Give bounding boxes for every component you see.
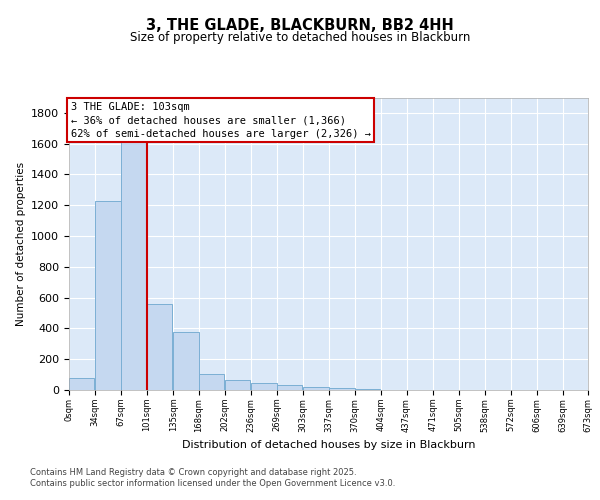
Bar xyxy=(355,389,380,390)
X-axis label: Distribution of detached houses by size in Blackburn: Distribution of detached houses by size … xyxy=(182,440,475,450)
Text: 3, THE GLADE, BLACKBURN, BB2 4HH: 3, THE GLADE, BLACKBURN, BB2 4HH xyxy=(146,18,454,32)
Bar xyxy=(95,200,121,390)
Bar xyxy=(225,380,250,390)
Text: 3 THE GLADE: 103sqm
← 36% of detached houses are smaller (1,366)
62% of semi-det: 3 THE GLADE: 103sqm ← 36% of detached ho… xyxy=(71,102,371,139)
Bar xyxy=(147,304,172,390)
Bar xyxy=(303,387,329,390)
Text: Contains HM Land Registry data © Crown copyright and database right 2025.
Contai: Contains HM Land Registry data © Crown c… xyxy=(30,468,395,487)
Y-axis label: Number of detached properties: Number of detached properties xyxy=(16,162,26,326)
Bar xyxy=(251,383,277,390)
Bar xyxy=(277,386,302,390)
Bar xyxy=(173,332,199,390)
Bar xyxy=(199,374,224,390)
Text: Size of property relative to detached houses in Blackburn: Size of property relative to detached ho… xyxy=(130,31,470,44)
Bar xyxy=(329,388,355,390)
Bar xyxy=(121,124,146,390)
Bar xyxy=(69,378,94,390)
